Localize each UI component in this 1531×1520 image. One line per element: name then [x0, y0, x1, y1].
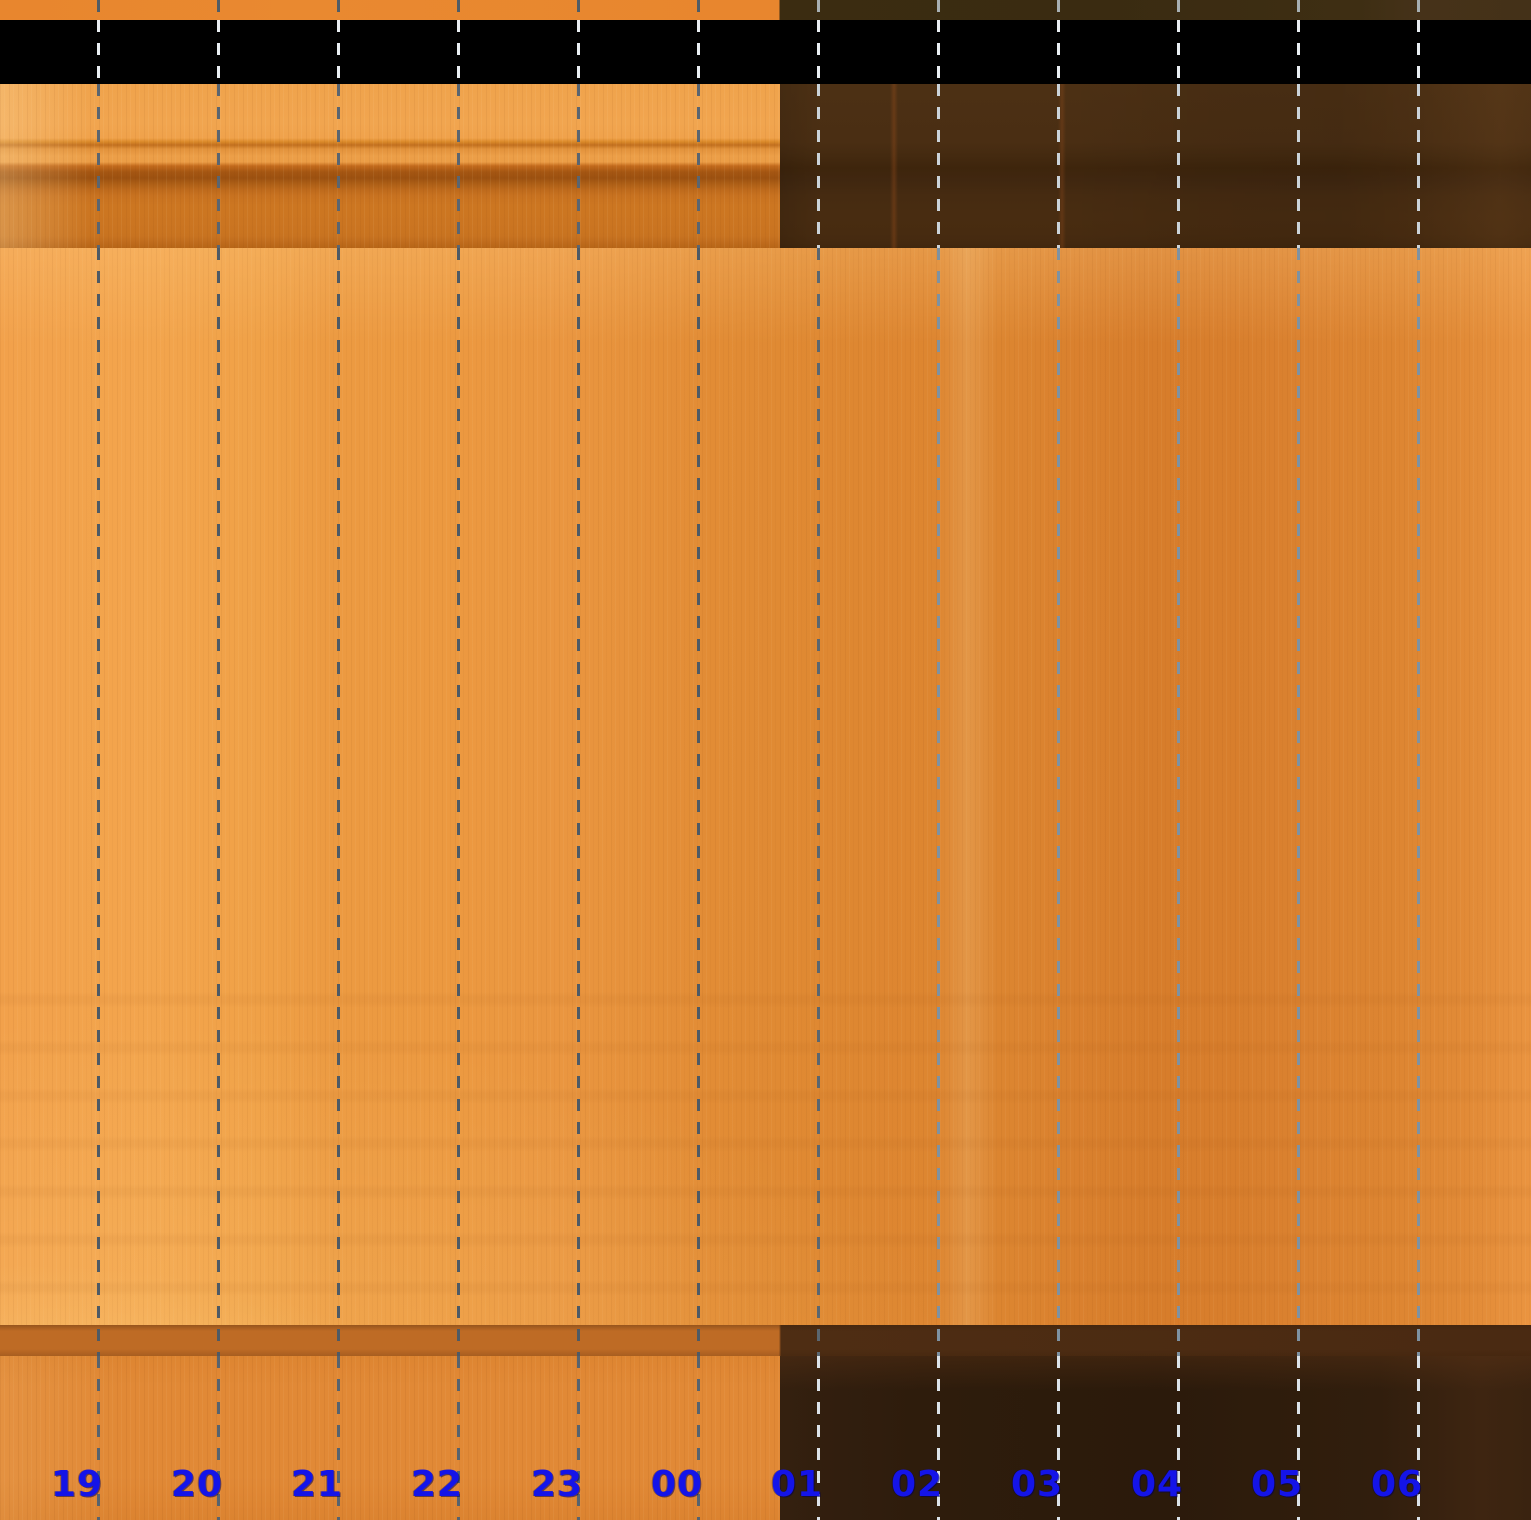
hour-label-06: 06: [1370, 1464, 1424, 1505]
gridline-21: [337, 0, 340, 1520]
gridline-05: [1297, 0, 1300, 1520]
gridline-06: [1417, 0, 1420, 1520]
ripple-overlay: [0, 960, 1531, 1325]
main-field: [0, 248, 1531, 1325]
hour-label-20: 20: [170, 1464, 224, 1505]
gridline-22: [457, 0, 460, 1520]
gridline-19: [97, 0, 100, 1520]
hour-label-21: 21: [290, 1464, 344, 1505]
black-gap-band: [0, 20, 1531, 84]
hour-label-04: 04: [1130, 1464, 1184, 1505]
gridline-23: [577, 0, 580, 1520]
hour-label-00: 00: [650, 1464, 704, 1505]
gridline-00: [697, 0, 700, 1520]
upper-right-dark-block: [780, 84, 1531, 248]
hour-label-03: 03: [1010, 1464, 1064, 1505]
gridline-20: [217, 0, 220, 1520]
hour-label-02: 02: [890, 1464, 944, 1505]
hour-label-05: 05: [1250, 1464, 1304, 1505]
gridline-01: [817, 0, 820, 1520]
gridline-02: [937, 0, 940, 1520]
top-exposure-strip: [0, 0, 1531, 20]
gridline-04: [1177, 0, 1180, 1520]
hour-label-19: 19: [50, 1464, 104, 1505]
bottom-strip-day: [0, 1356, 780, 1520]
hour-label-01: 01: [770, 1464, 824, 1505]
hour-label-23: 23: [530, 1464, 584, 1505]
upper-left-bands: [0, 84, 780, 248]
gridline-03: [1057, 0, 1060, 1520]
bottom-strip-night: [780, 1356, 1531, 1520]
dusk-band: [0, 1325, 1531, 1356]
hour-label-22: 22: [410, 1464, 464, 1505]
